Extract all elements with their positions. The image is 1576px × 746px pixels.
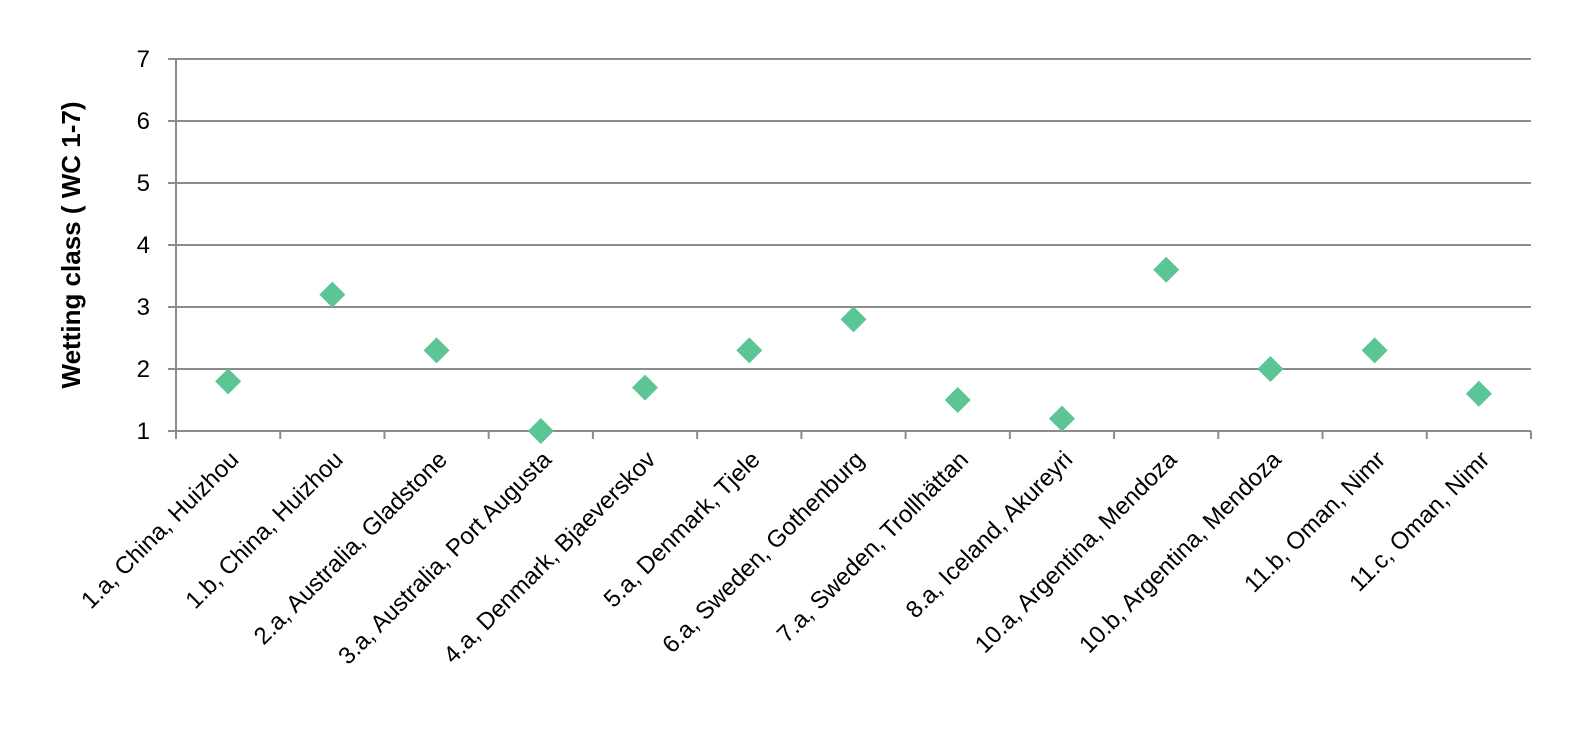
data-point: [527, 418, 554, 444]
y-tick-label: 4: [137, 232, 150, 259]
y-tick-labels: 1 2 3 4 5 6 7: [137, 46, 150, 445]
data-point: [736, 337, 763, 364]
data-point: [944, 387, 971, 413]
y-tick-label: 6: [137, 108, 150, 135]
y-tick-label: 5: [137, 170, 150, 197]
x-category-label: 3.a, Australia, Port Augusta: [333, 446, 557, 670]
data-point: [1048, 405, 1075, 432]
data-point: [1153, 256, 1180, 283]
data-point: [1361, 337, 1388, 364]
x-category-label: 10.a, Argentina, Mendoza: [970, 446, 1183, 659]
data-point: [1465, 380, 1492, 407]
y-tick-label: 7: [137, 46, 150, 73]
y-tick-label: 3: [137, 294, 150, 321]
data-points: [215, 256, 1492, 444]
x-category-label: 10.b, Argentina, Mendoza: [1074, 446, 1287, 659]
y-tick-label: 2: [137, 356, 150, 383]
x-category-label: 6.a, Sweden, Gothenburg: [657, 446, 870, 659]
data-point: [215, 368, 242, 395]
x-category-label: 7.a, Sweden, Trollhättan: [772, 446, 974, 648]
data-point: [319, 281, 346, 308]
x-category-label: 4.a, Denmark, Bjaeverskov: [438, 446, 661, 669]
x-category-label: 2.a, Australia, Gladstone: [249, 446, 453, 650]
y-tick-label: 1: [137, 418, 150, 445]
data-point: [840, 306, 867, 333]
data-point: [632, 374, 659, 401]
gridlines: [176, 58, 1531, 370]
y-axis-title: Wetting class ( WC 1-7): [56, 101, 86, 388]
data-point: [423, 337, 450, 364]
axes: [168, 58, 1532, 439]
data-point: [1257, 356, 1284, 382]
